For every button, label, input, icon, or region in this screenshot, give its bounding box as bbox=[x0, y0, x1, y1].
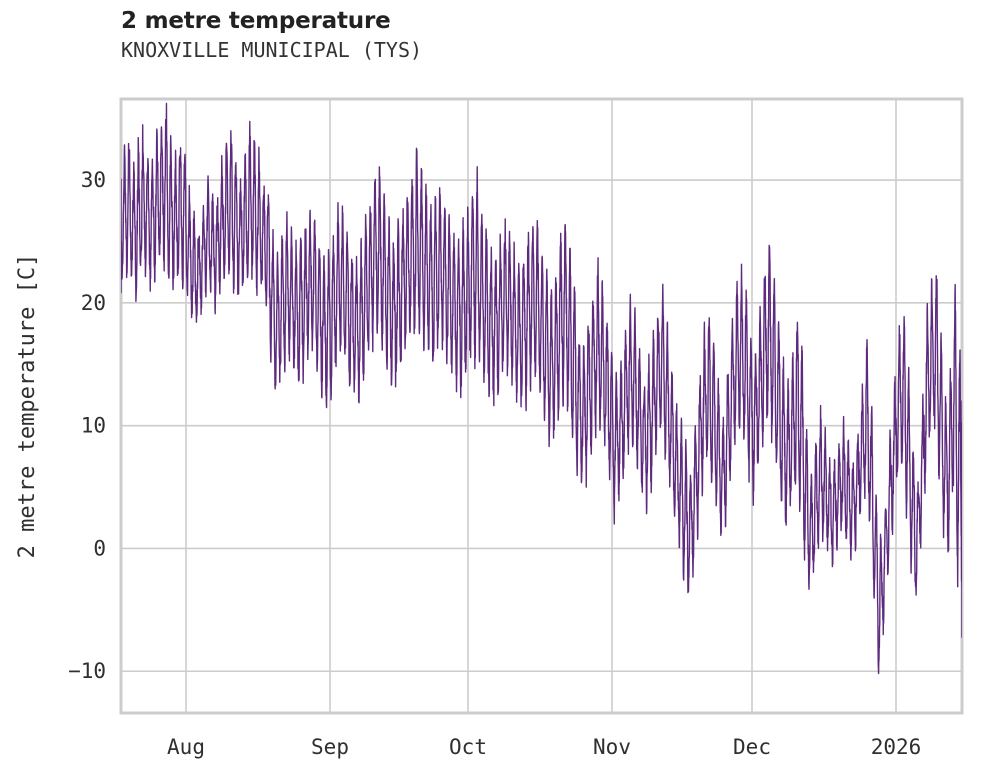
x-axis-tick-labels: Aug Sep Oct Nov Dec 2026 bbox=[167, 735, 921, 759]
temperature-series-line bbox=[121, 102, 962, 675]
x-tick-label: Aug bbox=[167, 735, 205, 759]
y-tick-label: −10 bbox=[68, 659, 106, 683]
x-tick-label: Sep bbox=[311, 735, 349, 759]
x-tick-label: 2026 bbox=[871, 735, 922, 759]
x-tick-label: Nov bbox=[593, 735, 631, 759]
x-tick-label: Dec bbox=[733, 735, 771, 759]
y-axis-label: 2 metre temperature [C] bbox=[15, 254, 40, 559]
chart-header: 2 metre temperature KNOXVILLE MUNICIPAL … bbox=[121, 6, 941, 64]
chart-subtitle: KNOXVILLE MUNICIPAL (TYS) bbox=[121, 38, 423, 62]
page-title: 2 metre temperature bbox=[121, 8, 391, 34]
y-tick-label: 10 bbox=[81, 414, 106, 438]
y-axis-tick-labels: −10 0 10 20 30 bbox=[68, 168, 106, 683]
y-gridlines bbox=[121, 179, 962, 673]
plot-background bbox=[121, 99, 962, 713]
x-tick-label: Oct bbox=[449, 735, 487, 759]
y-tick-label: 0 bbox=[93, 536, 106, 560]
y-tick-label: 20 bbox=[81, 291, 106, 315]
y-tick-label: 30 bbox=[81, 168, 106, 192]
